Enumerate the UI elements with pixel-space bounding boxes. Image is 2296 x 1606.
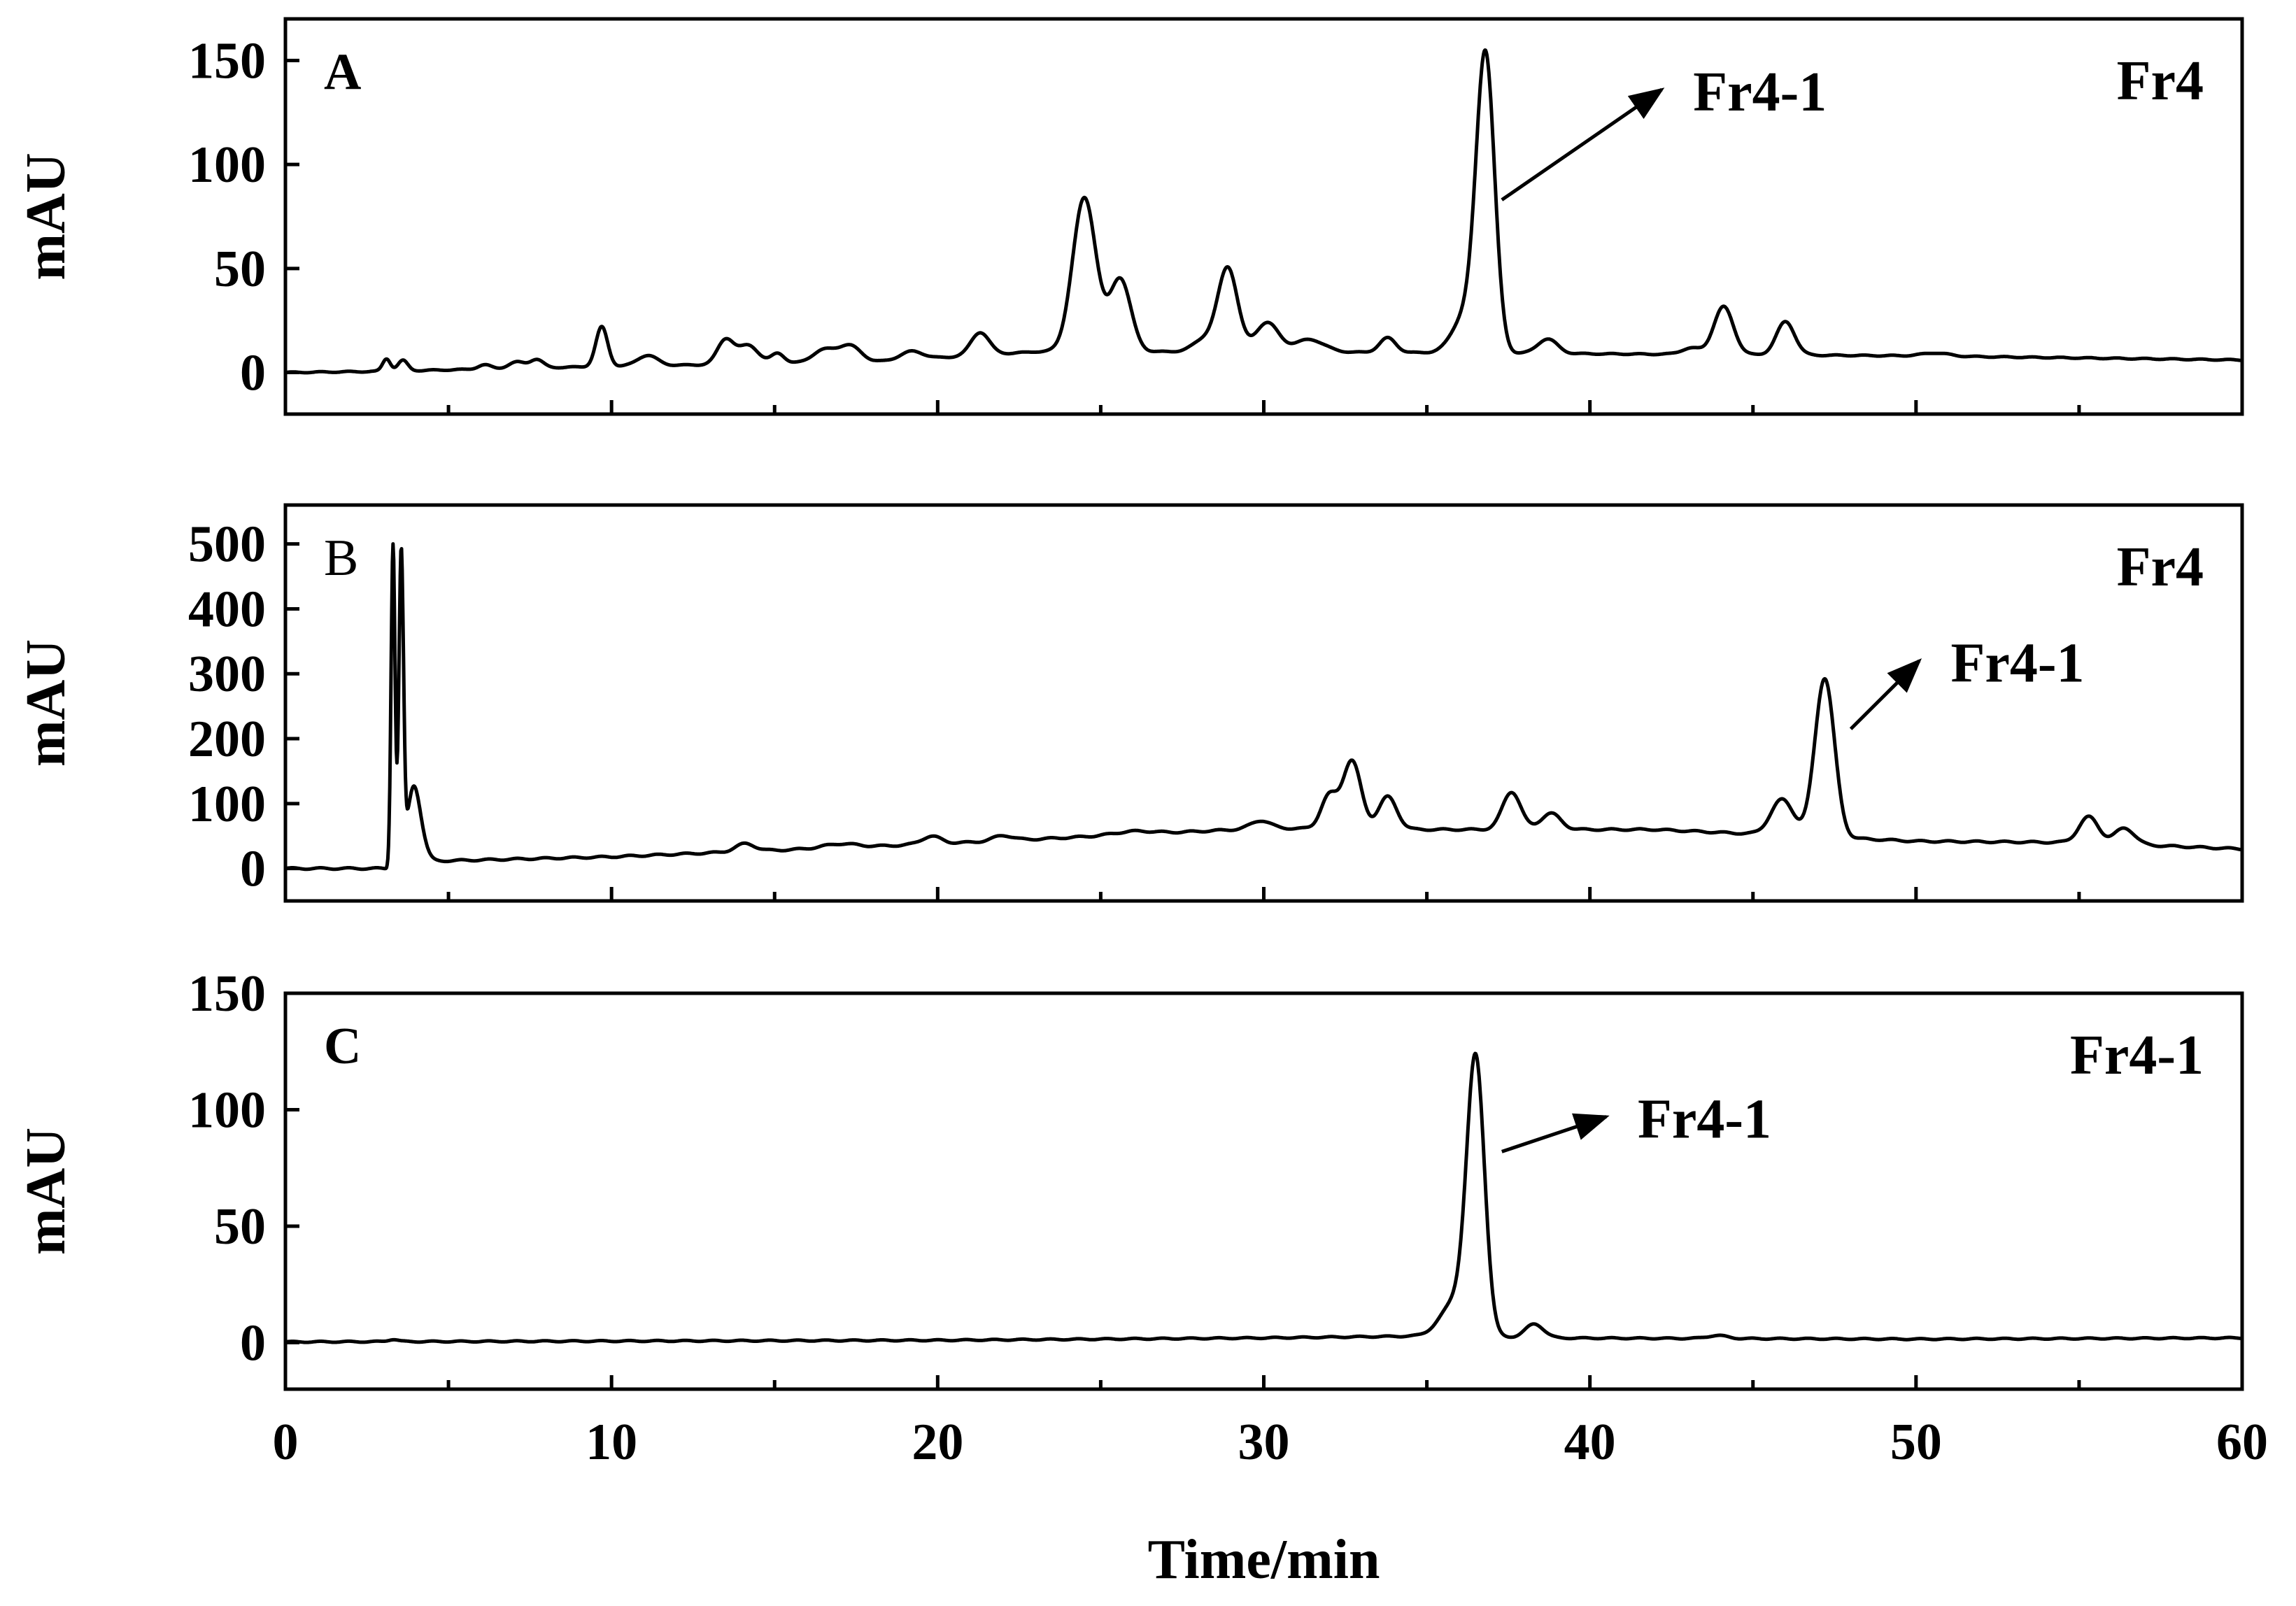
sample-label: Fr4 (2117, 50, 2204, 112)
y-tick-label: 100 (188, 776, 266, 833)
y-axis-title: mAU (15, 1128, 77, 1255)
y-tick-label: 50 (214, 1198, 266, 1256)
x-tick-label: 50 (1890, 1414, 1942, 1471)
y-tick-label: 50 (214, 241, 266, 298)
x-tick-label: 40 (1564, 1414, 1616, 1471)
x-tick-label: 20 (912, 1414, 963, 1471)
peak-annotation-label: Fr4-1 (1950, 633, 2084, 695)
y-axis-title: mAU (15, 639, 77, 767)
y-tick-label: 500 (188, 516, 266, 574)
y-tick-label: 100 (188, 1081, 266, 1139)
x-tick-label: 60 (2216, 1414, 2268, 1471)
chromatogram-trace (284, 542, 2244, 872)
y-tick-label: 0 (240, 1314, 266, 1372)
y-tick-label: 400 (188, 581, 266, 638)
annotation-arrow (1849, 658, 1922, 730)
panel-b: 0 100 200 300 400 500 mAU B Fr4 Fr4-1 (15, 503, 2244, 903)
chromatogram-trace (284, 48, 2244, 375)
y-tick-label: 0 (240, 841, 266, 898)
y-tick-label: 200 (188, 711, 266, 768)
annotation-arrow (1501, 87, 1665, 201)
plot-frame (283, 991, 2244, 1391)
y-tick-label: 150 (188, 32, 266, 90)
x-axis-title: Time/min (1148, 1529, 1380, 1591)
annotation-arrow (1501, 1113, 1610, 1153)
x-tick-label: 10 (586, 1414, 637, 1471)
chromatogram-trace (284, 1051, 2244, 1344)
x-tick-label: 30 (1238, 1414, 1290, 1471)
sample-label: Fr4-1 (2070, 1025, 2204, 1086)
peak-annotation-label: Fr4-1 (1638, 1088, 1771, 1150)
y-tick-label: 300 (188, 646, 266, 703)
y-tick-label: 100 (188, 136, 266, 194)
y-tick-label: 0 (240, 345, 266, 402)
y-axis-title: mAU (15, 152, 77, 280)
panel-label: B (324, 530, 358, 587)
y-tick-label: 150 (188, 965, 266, 1023)
sample-label: Fr4 (2117, 536, 2204, 598)
panel-a: 0 50 100 150 mAU A Fr4 Fr4-1 (15, 17, 2244, 416)
panel-label: C (324, 1018, 361, 1075)
panel-label: A (324, 43, 361, 101)
peak-annotation-label: Fr4-1 (1693, 62, 1827, 123)
panel-c: 0 50 100 150 0 10 20 30 40 50 60 mAU Time/min C Fr4-1 F… (15, 965, 2268, 1591)
x-tick-label: 0 (273, 1414, 299, 1471)
